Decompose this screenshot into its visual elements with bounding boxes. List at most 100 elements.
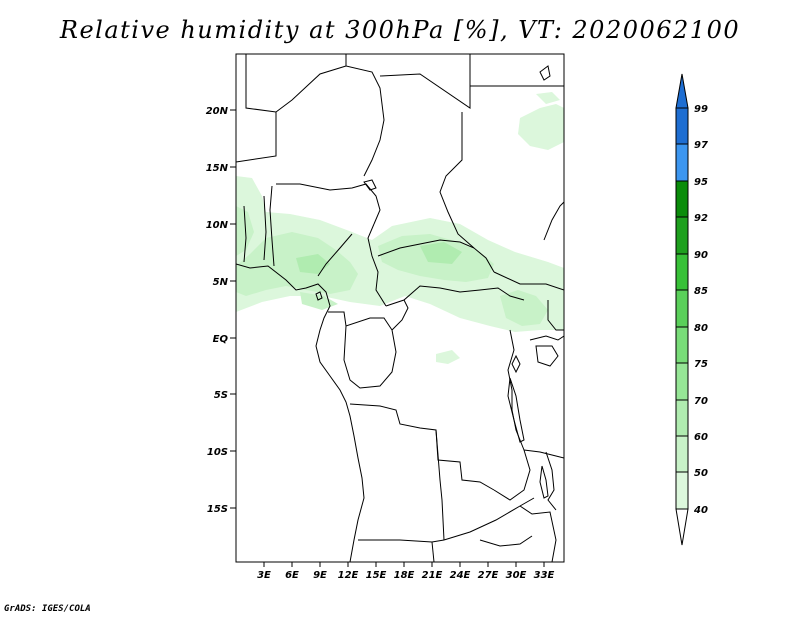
colorbar-label-40: 40 bbox=[693, 505, 708, 516]
latitude-labels: 20N 15N 10N 5N EQ 5S 10S 15S bbox=[206, 106, 229, 515]
lat-label-10s: 10S bbox=[207, 447, 228, 458]
lon-label-9e: 9E bbox=[313, 570, 327, 581]
border-togo-ghana bbox=[263, 195, 267, 261]
humidity-shading bbox=[236, 92, 564, 364]
lat-label-5n: 5N bbox=[213, 277, 229, 288]
colorbar-top-arrow bbox=[675, 73, 689, 109]
lon-label-6e: 6E bbox=[285, 570, 299, 581]
border-tanzania bbox=[529, 335, 564, 341]
border-car-drc bbox=[385, 285, 525, 307]
lon-label-15e: 15E bbox=[366, 570, 387, 581]
colorbar-swatch-70-75 bbox=[675, 362, 689, 401]
bight-islands bbox=[315, 291, 323, 301]
colorbar-swatch-90-92 bbox=[675, 216, 689, 255]
rh-area-northeast-small bbox=[536, 92, 560, 104]
border-drc-east bbox=[493, 329, 531, 501]
rh-patch-nigeria bbox=[296, 254, 330, 274]
colorbar-label-95: 95 bbox=[694, 177, 708, 188]
colorbar-label-97: 97 bbox=[694, 140, 708, 151]
border-libya-chad bbox=[379, 54, 471, 109]
colorbar-label-70: 70 bbox=[694, 396, 708, 407]
rh-area-northeast bbox=[518, 104, 564, 150]
border-gabon-south bbox=[343, 325, 397, 389]
lon-label-18e: 18E bbox=[394, 570, 415, 581]
lake-malawi bbox=[539, 465, 549, 499]
border-mozambique bbox=[519, 505, 557, 562]
border-algeria-niger bbox=[245, 54, 347, 113]
border-gabon-congo bbox=[328, 311, 393, 331]
lon-label-24e: 24E bbox=[450, 570, 471, 581]
border-ghana-ivory bbox=[243, 205, 247, 263]
border-mali-burkina bbox=[236, 112, 277, 163]
colorbar-swatch-95-97 bbox=[675, 143, 689, 182]
colorbar-swatch-80-85 bbox=[675, 289, 689, 328]
lon-label-12e: 12E bbox=[338, 570, 359, 581]
border-niger-nigeria bbox=[276, 183, 381, 225]
border-angola-zambia bbox=[435, 429, 445, 541]
border-botswana bbox=[431, 541, 435, 562]
border-nigeria-benin bbox=[269, 185, 275, 267]
border-zambia-south bbox=[443, 497, 535, 541]
rh-core-ivory-coast bbox=[236, 206, 254, 256]
grads-credit: GrADS: IGES/COLA bbox=[4, 604, 91, 614]
lon-label-3e: 3E bbox=[257, 570, 271, 581]
colorbar-swatch-85-90 bbox=[675, 253, 689, 291]
lake-kivu bbox=[511, 354, 521, 374]
border-drc-angola bbox=[349, 403, 495, 491]
map-title: Relative humidity at 300hPa [%], VT: 202… bbox=[59, 16, 741, 44]
border-angola-namibia bbox=[358, 539, 445, 543]
lat-label-5s: 5S bbox=[214, 390, 228, 401]
coastline bbox=[236, 263, 365, 562]
colorbar-swatch-92-95 bbox=[675, 180, 689, 218]
colorbar-label-60: 60 bbox=[694, 432, 708, 443]
rh-core-east bbox=[500, 290, 548, 326]
lat-label-15n: 15N bbox=[206, 163, 229, 174]
border-chad-sudan bbox=[439, 112, 475, 249]
colorbar-label-80: 80 bbox=[694, 323, 708, 334]
tick-marks bbox=[230, 109, 545, 567]
colorbar-labels: 99 97 95 92 90 85 80 75 70 60 50 40 bbox=[693, 104, 708, 516]
colorbar-bottom-arrow bbox=[675, 508, 689, 546]
colorbar bbox=[675, 73, 689, 546]
lat-label-10n: 10N bbox=[206, 220, 229, 231]
lat-label-20n: 20N bbox=[206, 106, 229, 117]
lon-label-21e: 21E bbox=[422, 570, 443, 581]
colorbar-label-85: 85 bbox=[694, 286, 708, 297]
border-nigeria-cameroon bbox=[317, 233, 353, 277]
border-cameroon-chad bbox=[367, 223, 387, 307]
colorbar-swatch-40-50 bbox=[675, 471, 689, 510]
border-congo-drc bbox=[391, 299, 409, 331]
longitude-labels: 3E 6E 9E 12E 15E 18E 21E 24E 27E 30E 33E bbox=[257, 570, 554, 581]
rh-core-south-nigeria bbox=[300, 292, 338, 310]
lon-label-30e: 30E bbox=[506, 570, 527, 581]
sinai bbox=[539, 65, 551, 81]
lat-label-eq: EQ bbox=[213, 334, 229, 345]
border-sudan-ethiopia bbox=[543, 201, 564, 241]
colorbar-label-90: 90 bbox=[694, 250, 708, 261]
colorbar-swatch-97-99 bbox=[675, 107, 689, 145]
lake-tanganyika bbox=[507, 377, 525, 443]
colorbar-swatch-75-80 bbox=[675, 326, 689, 364]
border-south-sudan bbox=[493, 271, 564, 291]
border-car-north bbox=[377, 239, 495, 273]
border-zimbabwe bbox=[479, 535, 533, 547]
country-boundaries bbox=[236, 54, 564, 562]
colorbar-swatch-50-60 bbox=[675, 435, 689, 473]
colorbar-swatch-60-70 bbox=[675, 399, 689, 437]
rh-area-congo-spot bbox=[436, 350, 460, 364]
border-malawi bbox=[545, 451, 557, 511]
border-tanzania-south bbox=[523, 449, 564, 459]
lon-label-33e: 33E bbox=[534, 570, 555, 581]
colorbar-label-99: 99 bbox=[694, 104, 708, 115]
lat-label-15s: 15S bbox=[207, 504, 228, 515]
lake-chad bbox=[363, 179, 377, 191]
rh-patch-car bbox=[420, 242, 462, 264]
rh-core-nigeria bbox=[236, 232, 358, 296]
colorbar-label-92: 92 bbox=[694, 213, 708, 224]
lake-victoria bbox=[535, 345, 559, 367]
lon-label-27e: 27E bbox=[478, 570, 499, 581]
map-frame bbox=[235, 53, 565, 563]
colorbar-label-75: 75 bbox=[694, 359, 708, 370]
colorbar-label-50: 50 bbox=[694, 468, 708, 479]
